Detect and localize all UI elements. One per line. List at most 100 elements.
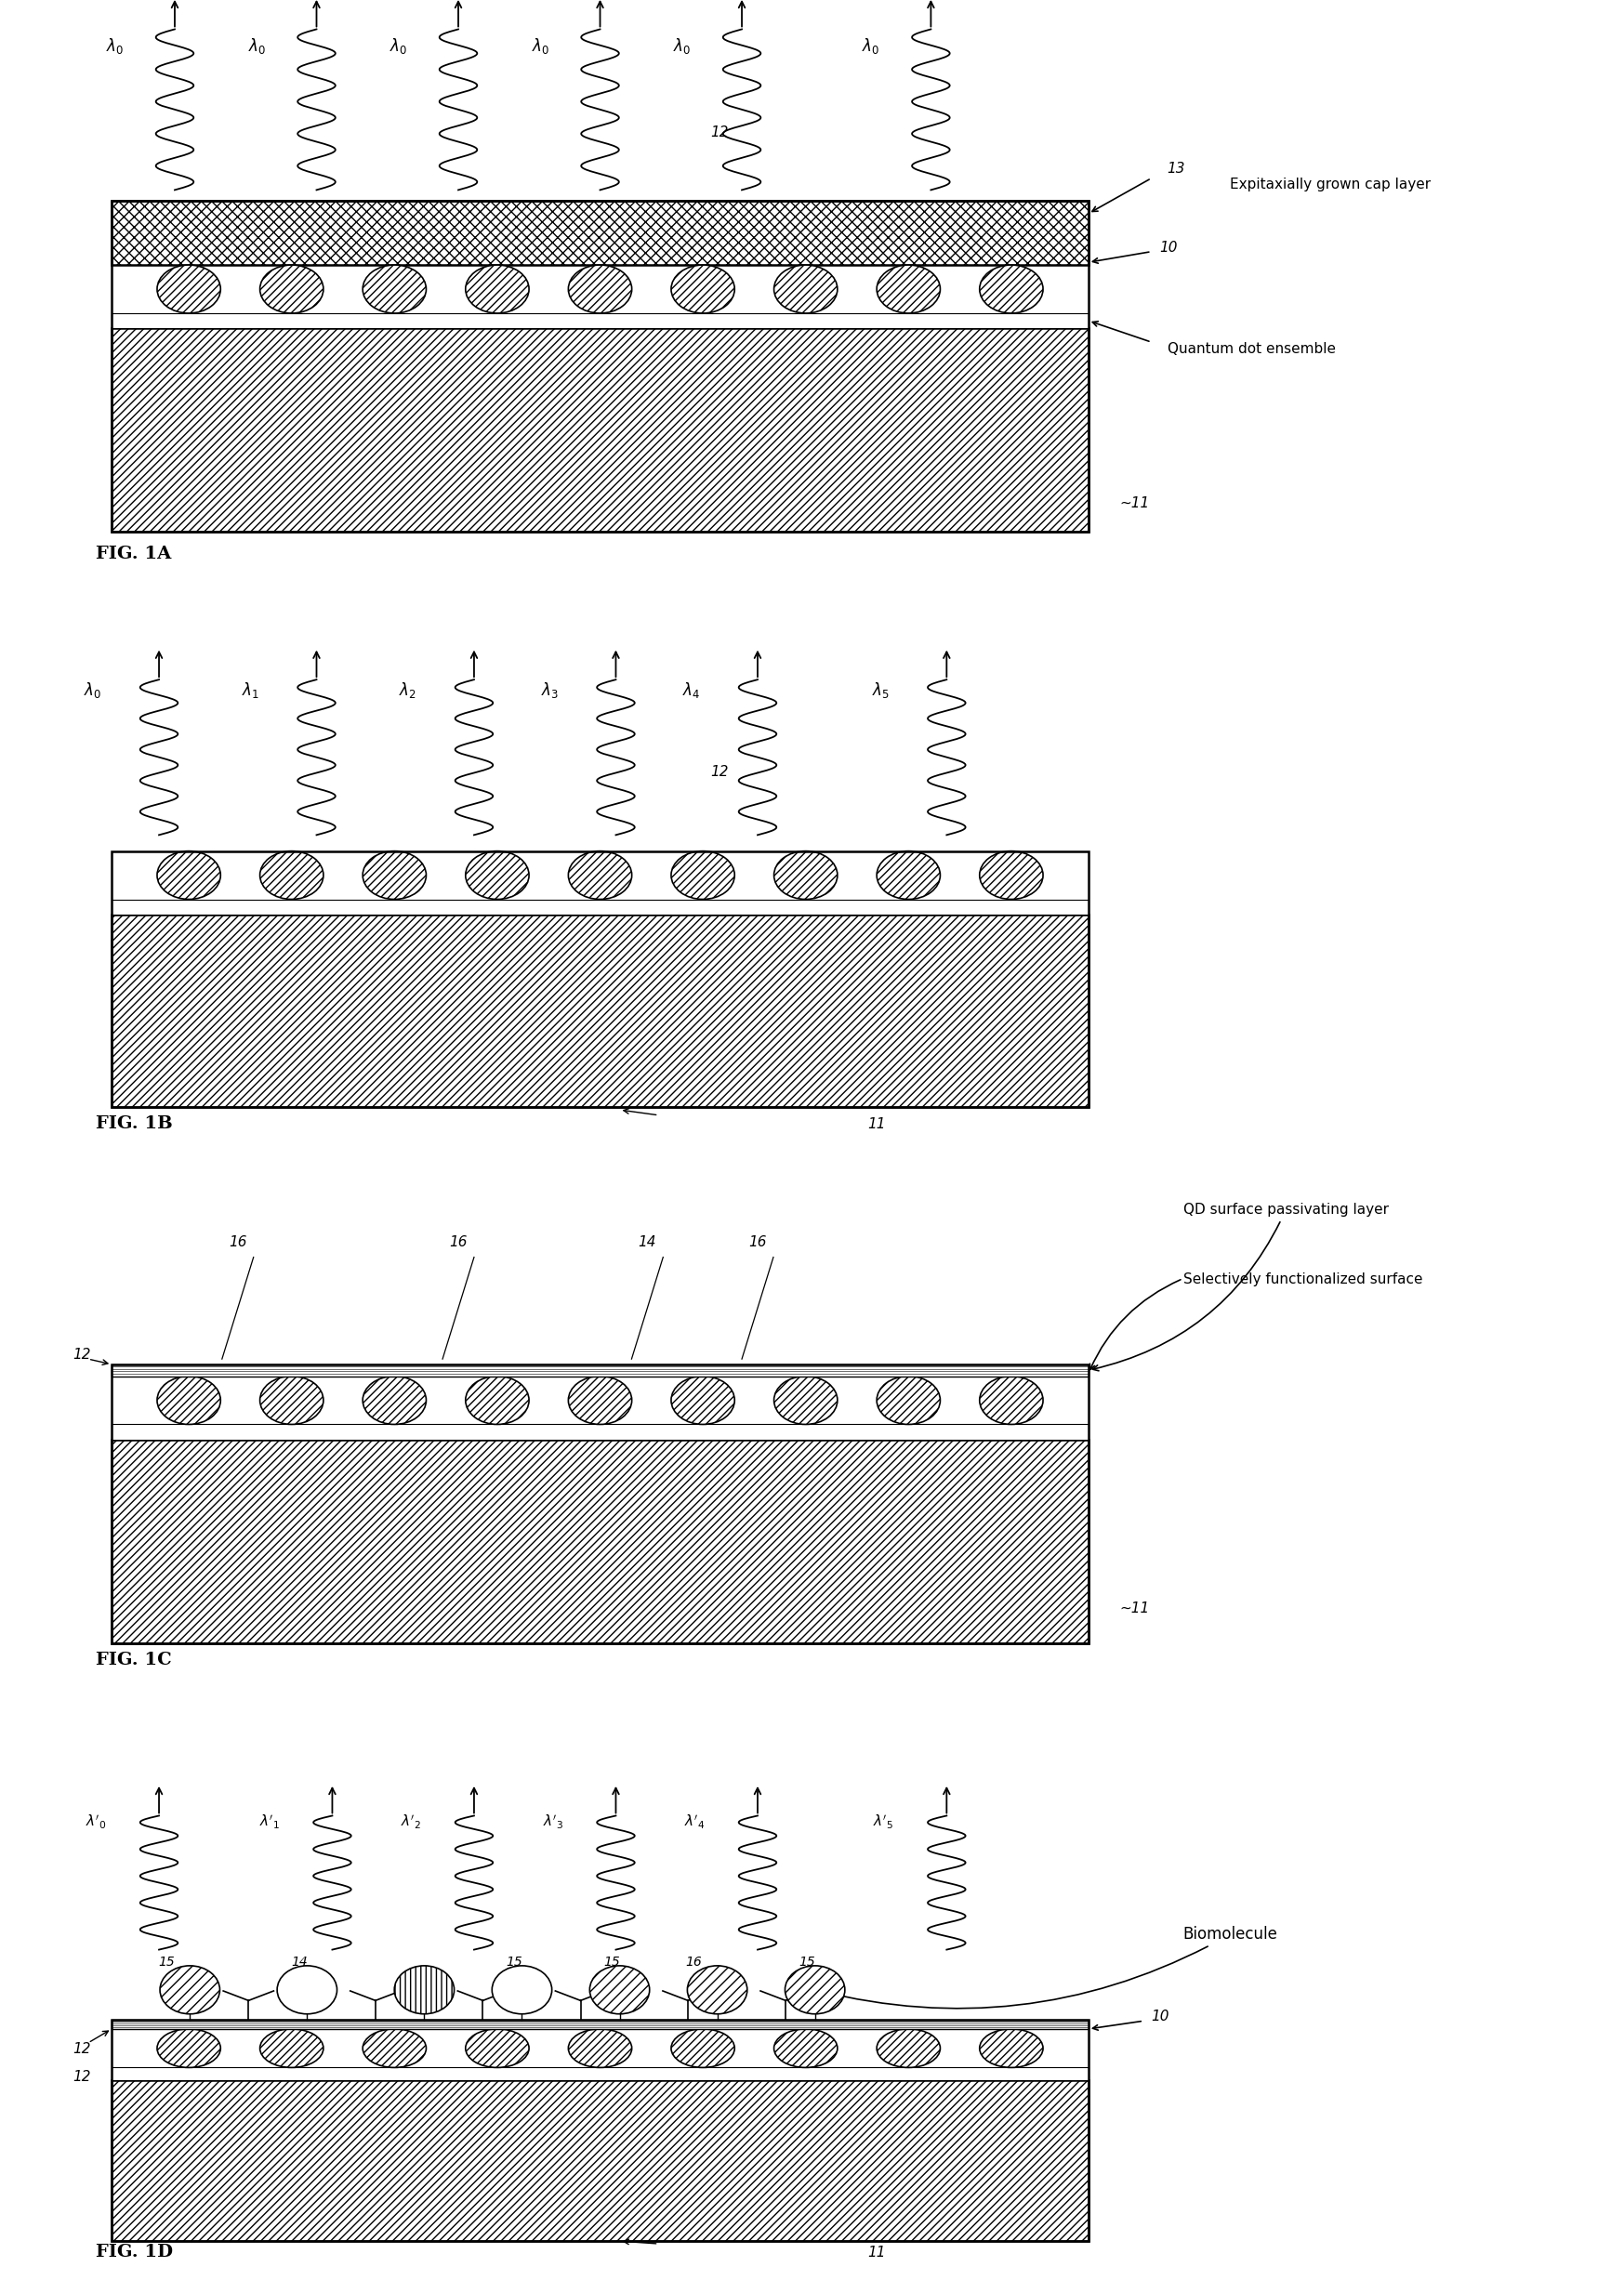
Text: FIG. 1B: FIG. 1B — [96, 1115, 172, 1133]
Bar — [112, 328, 1088, 531]
Bar — [112, 1439, 1088, 1644]
Ellipse shape — [590, 1965, 650, 2013]
Text: 11: 11 — [867, 2246, 887, 2259]
Text: FIG. 1A: FIG. 1A — [96, 545, 172, 563]
Bar — [112, 2079, 1088, 2241]
Text: $\lambda_0$: $\lambda_0$ — [390, 36, 408, 55]
Text: ~11: ~11 — [1121, 1601, 1150, 1614]
Ellipse shape — [466, 1377, 529, 1425]
Ellipse shape — [395, 1965, 455, 2013]
Ellipse shape — [979, 850, 1043, 898]
Text: $\lambda_0$: $\lambda_0$ — [531, 36, 549, 55]
Ellipse shape — [687, 1965, 747, 2013]
Ellipse shape — [158, 2029, 221, 2068]
Ellipse shape — [158, 264, 221, 312]
Ellipse shape — [671, 264, 734, 312]
Ellipse shape — [775, 1377, 838, 1425]
Text: $\lambda_0$: $\lambda_0$ — [248, 36, 266, 55]
Text: $\lambda_{0}$: $\lambda_{0}$ — [84, 682, 102, 700]
Text: $\lambda'_{2}$: $\lambda'_{2}$ — [401, 1813, 421, 1831]
Ellipse shape — [979, 1377, 1043, 1425]
Text: 16: 16 — [685, 1956, 702, 1968]
Text: FIG. 1C: FIG. 1C — [96, 1651, 172, 1669]
Ellipse shape — [362, 1377, 425, 1425]
Bar — [112, 914, 1088, 1108]
Text: FIG. 1D: FIG. 1D — [96, 2244, 174, 2262]
Text: 15: 15 — [158, 1956, 174, 1968]
Text: 16: 16 — [450, 1236, 468, 1249]
Ellipse shape — [260, 850, 323, 898]
Ellipse shape — [362, 850, 425, 898]
Ellipse shape — [877, 2029, 940, 2068]
Bar — [112, 850, 1088, 1108]
Ellipse shape — [784, 1965, 844, 2013]
Text: 12: 12 — [710, 764, 729, 780]
Ellipse shape — [158, 1377, 221, 1425]
Text: $\lambda_{3}$: $\lambda_{3}$ — [541, 682, 559, 700]
Text: $\lambda_0$: $\lambda_0$ — [862, 36, 880, 55]
Text: $\lambda_{2}$: $\lambda_{2}$ — [400, 682, 417, 700]
Ellipse shape — [775, 2029, 838, 2068]
Ellipse shape — [278, 1965, 338, 2013]
Ellipse shape — [671, 1377, 734, 1425]
Text: Selectively functionalized surface: Selectively functionalized surface — [1182, 1272, 1423, 1286]
Bar — [112, 328, 1088, 531]
Text: 14: 14 — [291, 1956, 307, 1968]
Text: 13: 13 — [1168, 162, 1186, 176]
Text: 14: 14 — [638, 1236, 656, 1249]
Bar — [112, 898, 1088, 914]
Bar — [112, 1425, 1088, 1439]
Text: Expitaxially grown cap layer: Expitaxially grown cap layer — [1231, 178, 1431, 192]
Ellipse shape — [362, 2029, 425, 2068]
Text: 15: 15 — [505, 1956, 523, 1968]
Ellipse shape — [568, 264, 632, 312]
Bar — [112, 914, 1088, 1108]
Text: $\lambda'_{3}$: $\lambda'_{3}$ — [542, 1813, 564, 1831]
Bar — [112, 1363, 1088, 1377]
Text: $\lambda'_{1}$: $\lambda'_{1}$ — [258, 1813, 279, 1831]
Text: $\lambda_0$: $\lambda_0$ — [672, 36, 690, 55]
Text: $\lambda'_{5}$: $\lambda'_{5}$ — [874, 1813, 893, 1831]
Ellipse shape — [775, 850, 838, 898]
Text: $\lambda_{4}$: $\lambda_{4}$ — [682, 682, 700, 700]
Ellipse shape — [568, 2029, 632, 2068]
Ellipse shape — [568, 1377, 632, 1425]
Text: 12: 12 — [73, 1347, 91, 1361]
Ellipse shape — [568, 850, 632, 898]
Ellipse shape — [260, 1377, 323, 1425]
Text: 11: 11 — [867, 1117, 887, 1131]
Text: Biomolecule: Biomolecule — [818, 1927, 1278, 2009]
Bar — [112, 2020, 1088, 2241]
Text: $\lambda_{5}$: $\lambda_{5}$ — [872, 682, 890, 700]
Ellipse shape — [979, 264, 1043, 312]
Ellipse shape — [466, 264, 529, 312]
Ellipse shape — [159, 1965, 219, 2013]
Text: $\lambda'_{4}$: $\lambda'_{4}$ — [684, 1813, 705, 1831]
Ellipse shape — [877, 850, 940, 898]
Text: 15: 15 — [604, 1956, 620, 1968]
Ellipse shape — [775, 264, 838, 312]
Ellipse shape — [260, 264, 323, 312]
Bar — [112, 201, 1088, 264]
Ellipse shape — [362, 264, 425, 312]
Ellipse shape — [877, 264, 940, 312]
Text: 10: 10 — [1151, 2009, 1169, 2025]
Bar — [112, 1439, 1088, 1644]
Text: 15: 15 — [799, 1956, 815, 1968]
Bar — [112, 1363, 1088, 1644]
Text: $\lambda'_{0}$: $\lambda'_{0}$ — [86, 1813, 107, 1831]
Bar — [112, 201, 1088, 531]
Text: ~11: ~11 — [1121, 497, 1150, 511]
Ellipse shape — [158, 850, 221, 898]
Text: 10: 10 — [1160, 239, 1177, 255]
Text: $\lambda_0$: $\lambda_0$ — [106, 36, 123, 55]
Bar — [112, 2020, 1088, 2029]
Text: Quantum dot ensemble: Quantum dot ensemble — [1168, 342, 1335, 356]
Bar — [112, 201, 1088, 264]
Ellipse shape — [671, 850, 734, 898]
Bar — [112, 312, 1088, 328]
Text: 12: 12 — [73, 2043, 91, 2057]
Ellipse shape — [979, 2029, 1043, 2068]
Ellipse shape — [671, 2029, 734, 2068]
Text: $\lambda_{1}$: $\lambda_{1}$ — [242, 682, 260, 700]
